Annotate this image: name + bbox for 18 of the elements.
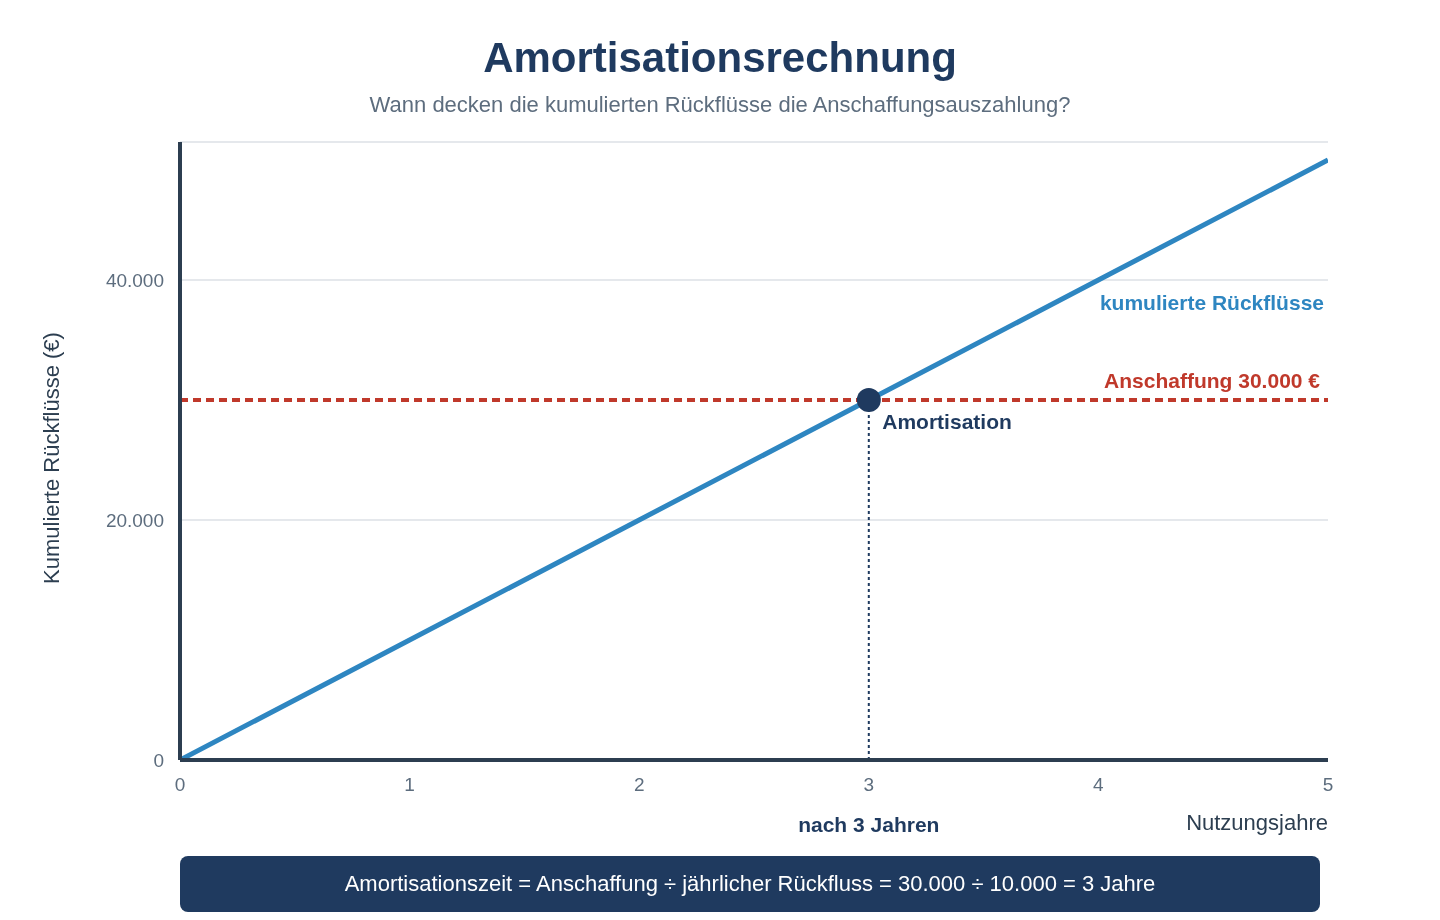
text: Amortisationszeit = Anschaffung ÷ jährlicher Rückfluss = 30.000 ÷ 10.000 = 3 Jahre xyxy=(180,856,1320,912)
y-tick-label: 20.000 xyxy=(105,509,164,531)
series-label: Amortisation xyxy=(882,410,1012,434)
chart-title: Amortisationsrechnung xyxy=(482,34,958,82)
series-label: kumulierte Rückflüsse xyxy=(1099,291,1324,314)
y-tick-label: 40.000 xyxy=(105,269,164,291)
x-tick-label: 4 xyxy=(1093,774,1105,796)
ref-line-label: nach 3 Jahren xyxy=(798,813,940,836)
y-tick-label: 0 xyxy=(153,749,164,771)
chart-subtitle: Wann decken die kumulierten Rückflüsse die Anschaffungsauszahlung? xyxy=(368,92,1072,118)
x-tick-label: 1 xyxy=(404,774,415,796)
x-tick-label: 5 xyxy=(1322,774,1334,796)
ref-line-label: Anschaffung 30.000 € xyxy=(1104,369,1321,392)
x-tick-label: 3 xyxy=(863,774,875,796)
x-axis-title: Nutzungsjahre xyxy=(1186,810,1328,836)
x-tick-label: 2 xyxy=(633,774,645,796)
x-tick-label: 0 xyxy=(174,774,186,796)
y-axis-title: Kumulierte Rückflüsse (€) xyxy=(39,332,65,584)
